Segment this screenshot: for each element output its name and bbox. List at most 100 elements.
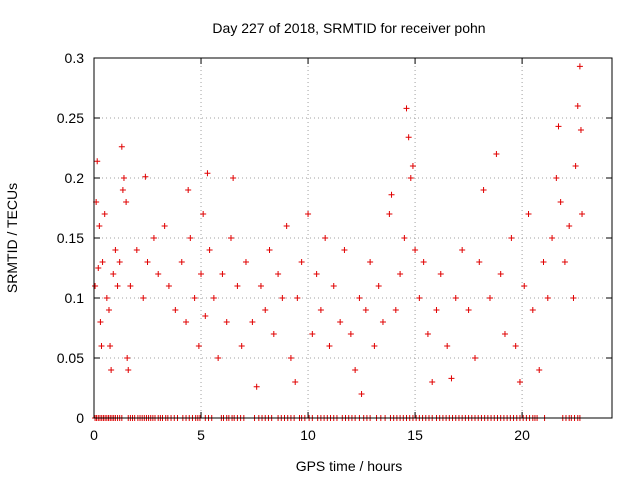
data-point	[105, 307, 112, 313]
data-point	[536, 367, 543, 373]
data-point	[529, 307, 536, 313]
data-point	[262, 307, 269, 313]
data-point	[356, 295, 363, 301]
data-point	[108, 367, 115, 373]
data-point	[98, 343, 105, 349]
data-point	[508, 235, 515, 241]
data-point	[279, 295, 286, 301]
plot-frame	[93, 57, 613, 419]
data-point	[525, 211, 532, 217]
data-point	[210, 295, 217, 301]
y-axis-label: SRMTID / TECUs	[4, 183, 20, 293]
data-point	[352, 367, 359, 373]
data-point	[178, 259, 185, 265]
data-point	[444, 343, 451, 349]
data-point	[287, 355, 294, 361]
data-point	[570, 295, 577, 301]
data-point	[230, 175, 237, 181]
data-point	[150, 235, 157, 241]
data-point	[476, 259, 483, 265]
data-point	[99, 259, 106, 265]
y-tick-label: 0.15	[57, 230, 84, 246]
data-point	[401, 235, 408, 241]
data-point	[298, 259, 305, 265]
data-point	[206, 247, 213, 253]
data-point	[448, 375, 455, 382]
data-point	[123, 199, 130, 205]
data-point	[472, 355, 479, 361]
x-tick-label: 20	[514, 427, 530, 443]
data-point	[347, 331, 354, 337]
data-point	[187, 235, 194, 241]
data-point	[112, 247, 119, 253]
data-point	[305, 211, 312, 217]
data-point	[392, 307, 399, 313]
data-point	[371, 343, 378, 349]
data-point	[253, 383, 260, 390]
data-point	[465, 307, 472, 313]
data-point	[125, 367, 132, 373]
data-point	[409, 163, 416, 169]
data-point	[358, 391, 365, 397]
data-point	[493, 151, 500, 157]
y-tick-label: 0	[76, 410, 84, 426]
data-point	[292, 379, 299, 385]
data-point	[403, 105, 410, 112]
data-point	[133, 247, 140, 253]
data-point	[572, 163, 579, 169]
data-point	[544, 295, 551, 301]
data-point	[155, 271, 162, 277]
data-point	[574, 103, 581, 109]
data-point	[452, 295, 459, 301]
data-point	[249, 319, 256, 325]
data-point	[313, 271, 320, 277]
data-point	[124, 355, 131, 361]
data-point	[120, 175, 127, 181]
data-point	[437, 271, 444, 277]
data-point	[116, 259, 123, 265]
data-point	[579, 211, 586, 217]
x-tick-label: 10	[300, 427, 316, 443]
data-point	[521, 283, 528, 289]
data-point	[223, 319, 230, 325]
data-point	[200, 211, 207, 217]
data-point	[480, 187, 487, 193]
data-point	[367, 259, 374, 265]
data-point	[362, 307, 369, 313]
data-point	[561, 259, 568, 265]
data-point	[555, 123, 562, 130]
x-tick-label: 5	[197, 427, 205, 443]
data-point	[416, 295, 423, 301]
data-point	[97, 319, 104, 325]
data-point	[96, 223, 103, 229]
data-point	[215, 355, 222, 361]
data-point	[566, 223, 573, 229]
data-point	[497, 271, 504, 277]
data-point	[317, 307, 324, 313]
data-point	[110, 271, 117, 277]
y-tick-label: 0.3	[65, 50, 85, 66]
data-point	[388, 191, 395, 198]
y-tick-label: 0.2	[65, 170, 85, 186]
data-point	[118, 143, 125, 150]
y-tick-label: 0.05	[57, 350, 84, 366]
data-point	[165, 283, 172, 289]
data-point	[114, 283, 121, 289]
data-point	[405, 134, 412, 141]
chart-title: Day 227 of 2018, SRMTID for receiver poh…	[212, 20, 485, 36]
data-point	[337, 319, 344, 325]
data-point	[577, 127, 584, 133]
data-point	[322, 235, 329, 241]
data-point	[424, 331, 431, 337]
data-point	[238, 343, 245, 349]
axis-ticks: 0 5 10 15 20 0 0.05 0.1 0.15 0.2 0.25 0.3	[57, 50, 612, 443]
data-point	[275, 271, 282, 277]
data-point	[191, 295, 198, 301]
data-point	[294, 295, 301, 301]
data-point	[486, 295, 493, 301]
data-point	[326, 343, 333, 349]
data-point	[234, 283, 241, 289]
data-point	[412, 247, 419, 253]
data-point	[553, 175, 560, 181]
data-point	[516, 379, 523, 385]
